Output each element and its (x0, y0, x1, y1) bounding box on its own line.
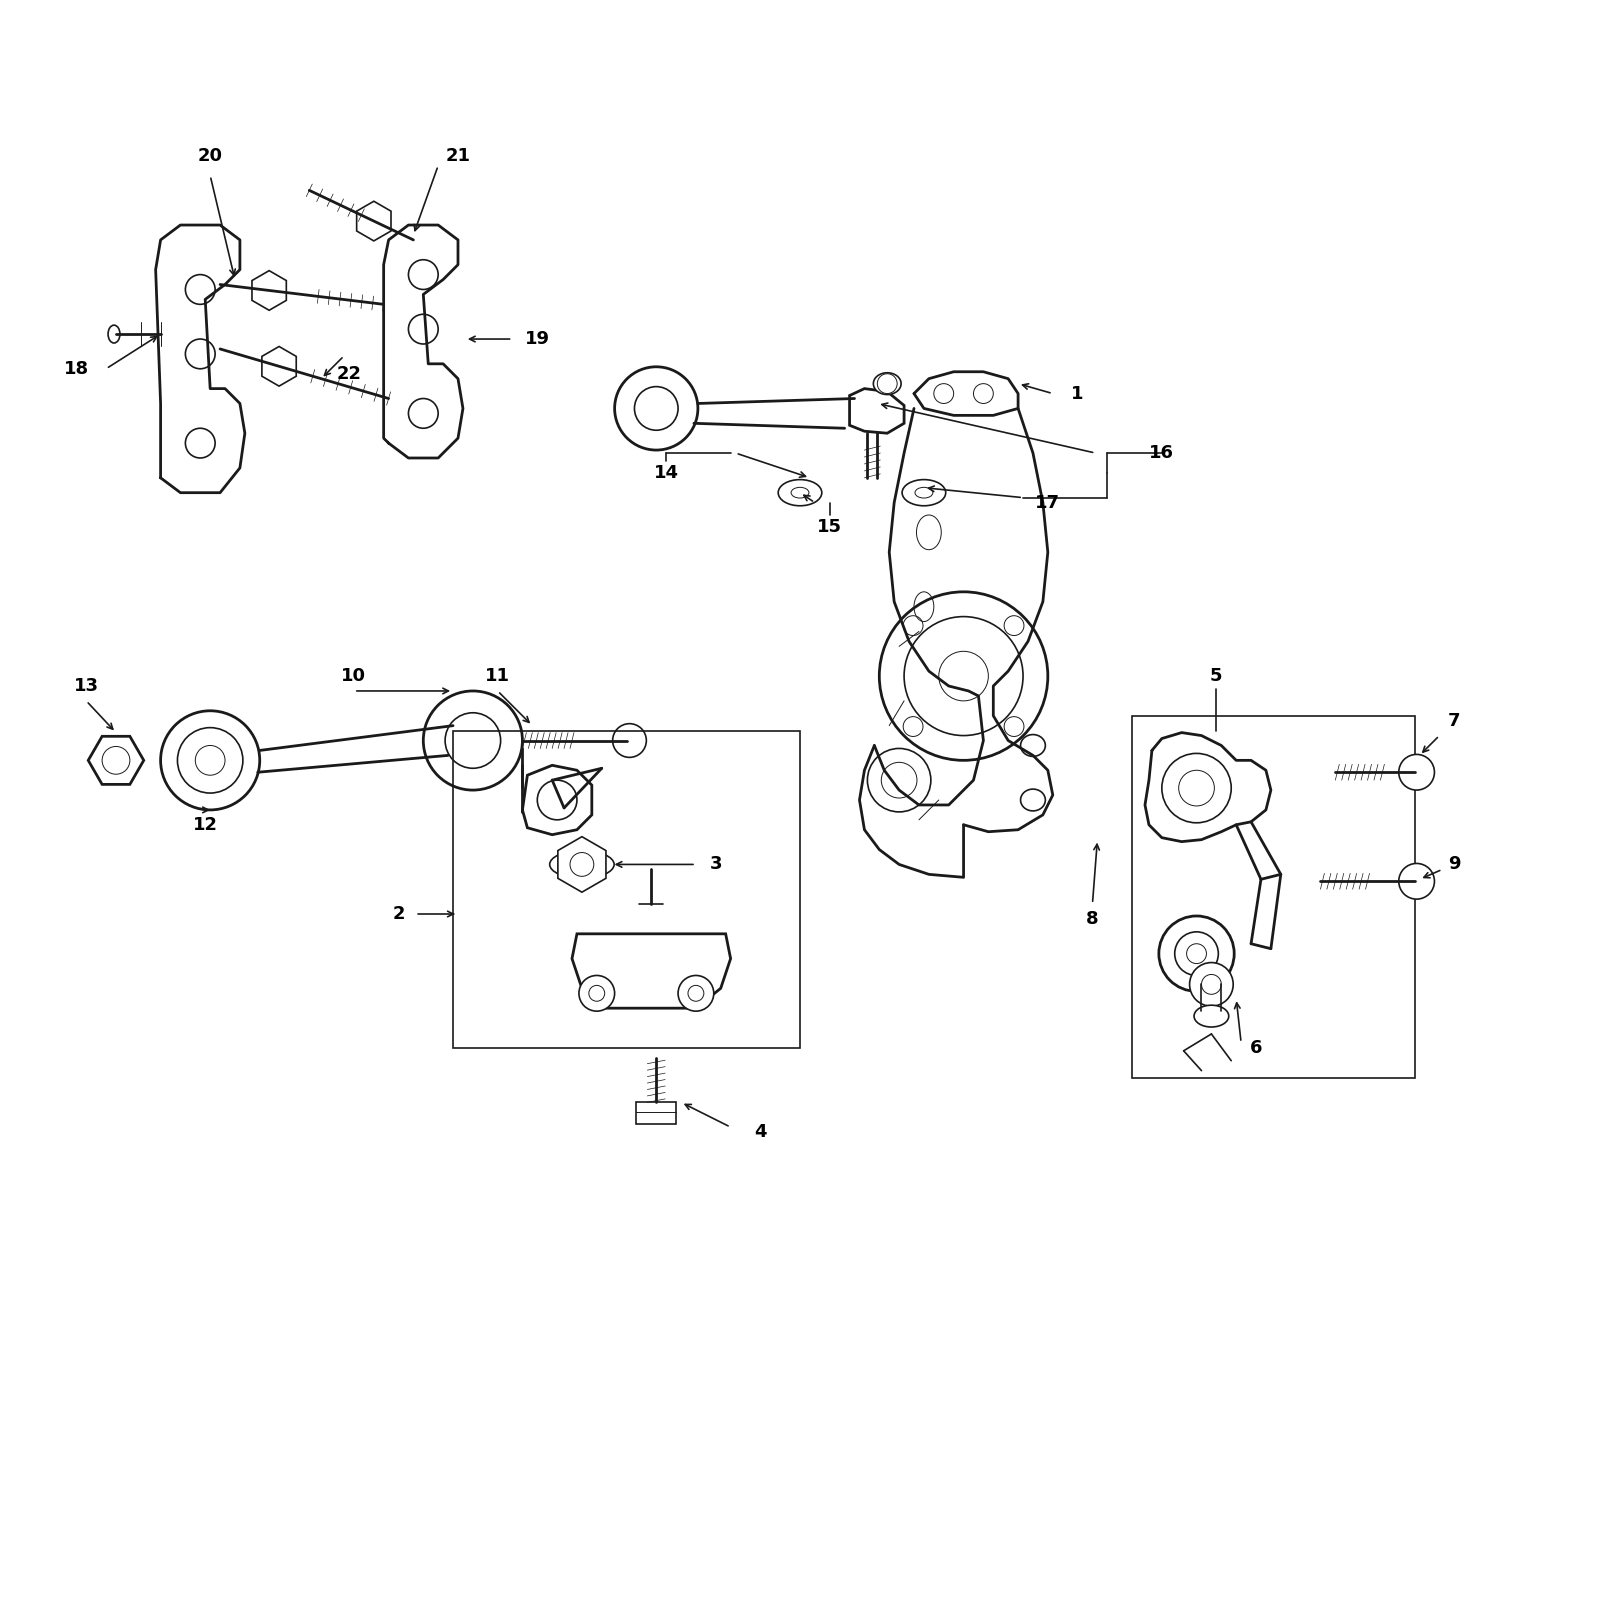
Ellipse shape (550, 851, 614, 878)
Text: 2: 2 (392, 906, 405, 923)
Text: 4: 4 (754, 1123, 766, 1141)
Bar (1133, 715, 1414, 1077)
Ellipse shape (1194, 1005, 1229, 1027)
Ellipse shape (902, 480, 946, 506)
Text: 18: 18 (64, 360, 90, 378)
Text: 5: 5 (1210, 667, 1222, 685)
Polygon shape (571, 934, 731, 1008)
Circle shape (678, 976, 714, 1011)
Text: 12: 12 (192, 816, 218, 834)
Text: 1: 1 (1072, 384, 1083, 403)
Text: 10: 10 (341, 667, 366, 685)
Polygon shape (262, 347, 296, 386)
Ellipse shape (874, 373, 901, 395)
Circle shape (1398, 864, 1435, 899)
Circle shape (1158, 915, 1234, 992)
Circle shape (613, 723, 646, 757)
Polygon shape (88, 736, 144, 784)
Text: 16: 16 (1149, 445, 1174, 462)
Circle shape (579, 976, 614, 1011)
Text: 6: 6 (1250, 1038, 1262, 1058)
Ellipse shape (778, 480, 822, 506)
Circle shape (867, 749, 931, 811)
Polygon shape (850, 389, 904, 434)
Text: 7: 7 (1448, 712, 1461, 730)
Circle shape (1398, 754, 1435, 790)
Polygon shape (523, 765, 592, 835)
Circle shape (614, 366, 698, 450)
Text: 11: 11 (485, 667, 510, 685)
Text: 13: 13 (74, 677, 99, 694)
Text: 21: 21 (445, 147, 470, 165)
Text: 9: 9 (1448, 856, 1461, 874)
Text: 20: 20 (198, 147, 222, 165)
Bar (637, 1102, 677, 1125)
Polygon shape (558, 837, 606, 893)
Circle shape (160, 710, 259, 810)
Text: 14: 14 (654, 464, 678, 482)
Polygon shape (251, 270, 286, 310)
Circle shape (880, 592, 1048, 760)
Text: 22: 22 (336, 365, 362, 382)
Circle shape (1189, 963, 1234, 1006)
Polygon shape (357, 202, 390, 242)
Text: 17: 17 (1035, 494, 1061, 512)
Circle shape (424, 691, 523, 790)
Text: 15: 15 (818, 518, 842, 536)
Text: 19: 19 (525, 330, 550, 349)
Text: 3: 3 (709, 856, 722, 874)
Text: 8: 8 (1086, 910, 1099, 928)
Bar (453, 731, 800, 1048)
